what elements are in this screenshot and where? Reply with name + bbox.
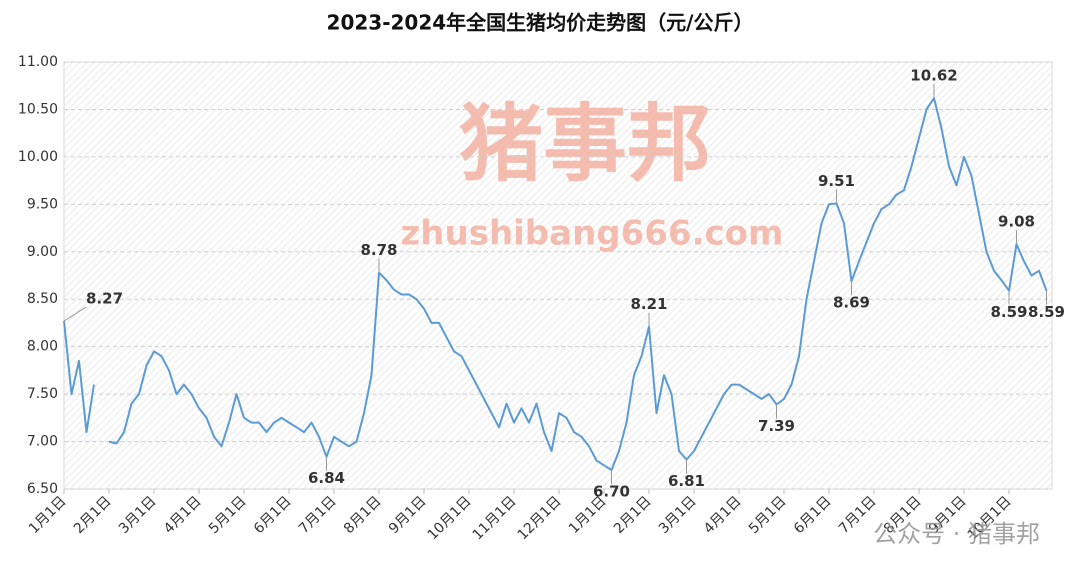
x-tick-label: 10月1日 <box>425 493 475 543</box>
x-tick-label: 5月1日 <box>746 493 790 537</box>
data-label: 10.62 <box>910 67 957 85</box>
series-line <box>63 97 1048 471</box>
x-tick-label: 1月1日 <box>26 493 70 537</box>
y-tick-label: 7.50 <box>27 386 58 402</box>
x-tick-label: 12月1日 <box>515 493 565 543</box>
data-label: 9.51 <box>818 172 855 190</box>
x-tick-label: 4月1日 <box>161 493 205 537</box>
data-label: 8.59 <box>990 303 1027 321</box>
y-tick-label: 9.00 <box>27 244 58 260</box>
x-tick-label: 2月1日 <box>71 493 115 537</box>
y-tick-label: 10.50 <box>18 101 58 117</box>
watermark-footer: 公众号 · 猪事邦 <box>873 520 1040 548</box>
y-tick-label: 8.00 <box>27 339 58 355</box>
data-label: 8.21 <box>630 295 667 313</box>
data-label: 6.81 <box>668 472 705 490</box>
y-tick-label: 7.00 <box>27 434 58 450</box>
x-tick-label: 6月1日 <box>251 493 295 537</box>
x-tick-label: 5月1日 <box>206 493 250 537</box>
chart-title: 2023-2024年全国生猪均价走势图（元/公斤） <box>327 11 754 35</box>
x-tick-label: 8月1日 <box>341 493 385 537</box>
data-label: 8.78 <box>360 241 397 259</box>
y-tick-label: 9.50 <box>27 196 58 212</box>
x-tick-label: 9月1日 <box>386 493 430 537</box>
data-label: 6.84 <box>308 469 345 487</box>
data-label: 8.27 <box>86 290 123 308</box>
x-tick-label: 7月1日 <box>296 493 340 537</box>
x-tick-label: 3月1日 <box>656 493 700 537</box>
y-tick-label: 8.50 <box>27 291 58 307</box>
watermark-logo: 猪事邦 <box>459 95 711 193</box>
data-label: 7.39 <box>758 417 795 435</box>
y-tick-label: 11.00 <box>18 54 58 70</box>
y-tick-label: 6.50 <box>27 481 58 497</box>
label-leader <box>63 306 87 322</box>
data-label: 9.08 <box>998 213 1035 231</box>
data-label: 8.69 <box>833 294 870 312</box>
x-tick-label: 4月1日 <box>701 493 745 537</box>
x-tick-label: 3月1日 <box>116 493 160 537</box>
watermark-url: zhushibang666.com <box>401 214 784 254</box>
y-tick-label: 10.00 <box>18 149 58 165</box>
data-label: 8.59 <box>1028 303 1065 321</box>
x-tick-label: 6月1日 <box>791 493 835 537</box>
x-tick-label: 11月1日 <box>470 493 520 543</box>
data-label: 6.70 <box>593 483 630 501</box>
